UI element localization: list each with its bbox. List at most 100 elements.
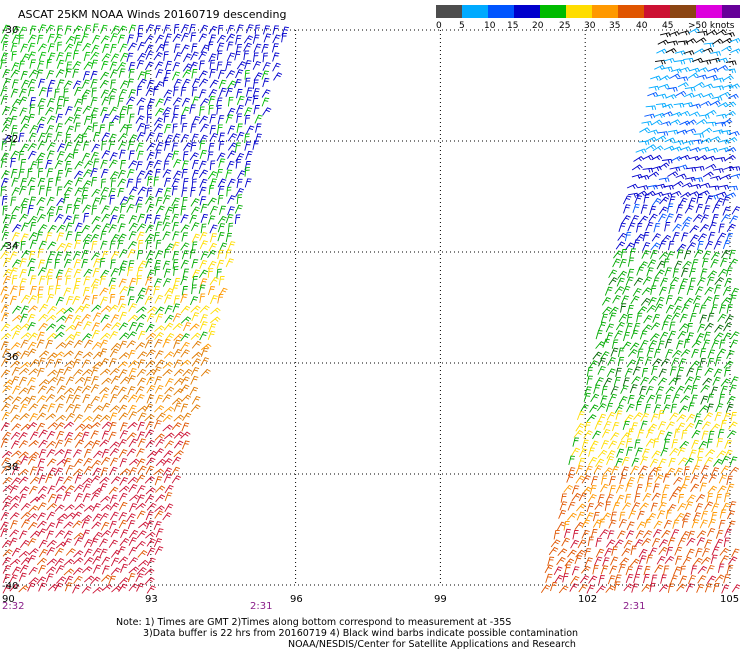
wind-barb <box>191 358 201 367</box>
wind-barb <box>692 512 701 522</box>
lat-label-32: -32 <box>2 134 19 145</box>
wind-barb <box>199 321 208 331</box>
wind-barb <box>716 348 727 357</box>
wind-barb <box>81 368 93 377</box>
wind-barb <box>668 492 678 501</box>
wind-barb <box>209 178 217 188</box>
wind-barb <box>715 156 726 162</box>
wind-barb <box>198 284 206 294</box>
wind-barb <box>65 376 75 386</box>
wind-barb <box>673 428 681 439</box>
wind-barb <box>118 352 130 360</box>
wind-barb <box>82 483 91 493</box>
wind-barb <box>128 583 139 592</box>
wind-barb <box>699 519 708 529</box>
wind-barb <box>55 307 67 315</box>
wind-barb <box>678 358 687 368</box>
wind-barb <box>2 573 11 584</box>
wind-barb <box>9 251 18 261</box>
wind-barb <box>198 160 207 170</box>
wind-barb <box>725 101 737 108</box>
wind-barb <box>91 240 98 251</box>
wind-barb <box>708 185 720 191</box>
wind-barb <box>19 323 30 331</box>
wind-barb <box>137 550 148 558</box>
wind-barb <box>650 249 658 259</box>
wind-barb <box>639 339 649 349</box>
wind-barb <box>19 123 30 132</box>
wind-barb <box>92 564 102 574</box>
wind-barb <box>90 538 99 547</box>
wind-barb <box>2 495 13 504</box>
wind-barb <box>617 530 626 540</box>
wind-barb <box>679 110 690 117</box>
wind-barb <box>101 565 110 575</box>
wind-barb <box>2 584 12 594</box>
wind-barb <box>72 404 81 414</box>
wind-barb <box>55 342 66 350</box>
wind-barb <box>99 483 108 493</box>
wind-barb <box>92 586 103 594</box>
wind-barb <box>162 424 173 432</box>
wind-barb <box>164 333 175 341</box>
wind-barb <box>685 128 697 134</box>
wind-barb <box>21 519 30 528</box>
wind-barb <box>718 139 730 145</box>
wind-barb <box>154 25 161 35</box>
wind-barb <box>56 232 64 242</box>
wind-barb <box>55 296 64 306</box>
wind-barb <box>182 78 191 88</box>
wind-barb <box>634 539 644 548</box>
wind-barb <box>198 269 208 279</box>
wind-barb <box>137 412 147 422</box>
wind-barb <box>144 339 153 349</box>
wind-barb <box>99 296 108 306</box>
wind-barb <box>704 583 713 593</box>
wind-barb <box>209 34 217 44</box>
wind-barb <box>81 385 92 394</box>
wind-barb <box>244 178 252 188</box>
wind-barb <box>674 213 683 223</box>
wind-barb <box>658 213 667 223</box>
wind-barb <box>702 377 713 386</box>
wind-barb <box>109 106 118 116</box>
wind-barb <box>110 557 120 567</box>
wind-barb <box>153 468 164 476</box>
wind-barb <box>584 548 592 558</box>
wind-barb <box>660 447 669 457</box>
wind-barb <box>90 177 98 187</box>
wind-barb <box>56 275 63 286</box>
wind-barb <box>726 564 734 575</box>
wind-barb <box>225 213 234 224</box>
wind-barb <box>100 24 108 34</box>
wind-barb <box>73 106 82 116</box>
wind-barb <box>64 116 74 125</box>
wind-barb <box>36 206 45 216</box>
wind-barb <box>262 25 271 35</box>
wind-barb <box>646 554 653 564</box>
wind-barb <box>600 483 609 493</box>
wind-barb <box>236 95 245 105</box>
wind-barb <box>128 277 137 288</box>
wind-barb <box>64 504 75 512</box>
wind-barb <box>18 96 28 106</box>
wind-barb <box>126 203 135 213</box>
wind-barb <box>99 387 110 395</box>
wind-barb <box>715 197 724 207</box>
wind-barb <box>46 275 53 286</box>
wind-barb <box>164 440 174 449</box>
wind-barb <box>706 29 718 36</box>
wind-barb <box>731 206 740 215</box>
wind-barb <box>710 259 719 268</box>
wind-barb <box>665 94 677 100</box>
wind-barb <box>634 439 641 449</box>
wind-barb <box>272 25 280 35</box>
wind-barb <box>27 313 36 323</box>
wind-barb <box>656 555 666 565</box>
wind-barb <box>135 142 144 152</box>
wind-barb <box>671 349 682 358</box>
wind-barb <box>1 403 11 412</box>
wind-barb <box>155 313 164 323</box>
wind-barb <box>655 93 667 99</box>
wind-barb <box>36 512 46 521</box>
